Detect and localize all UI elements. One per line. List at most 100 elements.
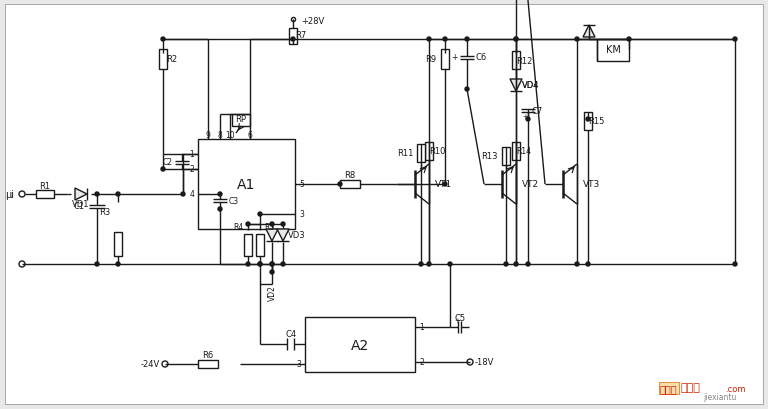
Circle shape xyxy=(270,222,274,227)
Polygon shape xyxy=(75,189,87,200)
Text: C2: C2 xyxy=(163,158,173,167)
Circle shape xyxy=(270,262,274,266)
Text: 接线图: 接线图 xyxy=(680,382,700,392)
Circle shape xyxy=(258,262,262,266)
Bar xyxy=(36,191,54,198)
Text: C6: C6 xyxy=(476,53,487,62)
Circle shape xyxy=(116,262,120,266)
Circle shape xyxy=(95,262,99,266)
Text: 10: 10 xyxy=(225,131,235,140)
Text: -18V: -18V xyxy=(475,357,495,366)
Text: .com: .com xyxy=(725,384,745,393)
Text: R9: R9 xyxy=(425,55,436,64)
Circle shape xyxy=(338,182,342,187)
Text: R3: R3 xyxy=(99,208,110,217)
Circle shape xyxy=(161,38,165,42)
Polygon shape xyxy=(277,229,289,241)
Text: 3: 3 xyxy=(299,210,304,219)
Polygon shape xyxy=(510,80,522,92)
Text: RP: RP xyxy=(236,115,247,124)
Text: 1: 1 xyxy=(419,323,424,332)
Circle shape xyxy=(514,38,518,42)
Text: A1: A1 xyxy=(237,178,255,191)
Circle shape xyxy=(443,38,447,42)
Text: R8: R8 xyxy=(344,171,356,180)
Circle shape xyxy=(575,262,579,266)
Text: 3: 3 xyxy=(296,360,301,369)
Text: VD4: VD4 xyxy=(522,81,539,90)
Circle shape xyxy=(733,38,737,42)
Bar xyxy=(305,317,415,372)
Text: R5: R5 xyxy=(264,223,274,232)
Text: μi: μi xyxy=(5,189,14,200)
Circle shape xyxy=(281,262,285,266)
Text: R12: R12 xyxy=(516,57,532,66)
Bar xyxy=(584,113,592,131)
Circle shape xyxy=(181,193,185,196)
Text: C5: C5 xyxy=(455,314,465,323)
Bar xyxy=(232,115,250,127)
Bar xyxy=(441,50,449,70)
Circle shape xyxy=(161,168,165,172)
Text: 6: 6 xyxy=(247,131,253,140)
Circle shape xyxy=(270,262,274,266)
Text: R15: R15 xyxy=(588,117,604,126)
Text: jiexiantu: jiexiantu xyxy=(703,393,737,402)
Text: 8: 8 xyxy=(217,131,223,140)
Text: +: + xyxy=(454,317,460,323)
Bar xyxy=(198,139,295,229)
Bar xyxy=(256,234,264,256)
Polygon shape xyxy=(583,26,595,38)
Bar xyxy=(597,40,629,62)
Bar xyxy=(289,29,297,45)
Circle shape xyxy=(586,262,590,266)
Circle shape xyxy=(95,193,99,196)
Bar xyxy=(512,143,520,161)
Circle shape xyxy=(504,262,508,266)
Circle shape xyxy=(281,222,285,227)
Circle shape xyxy=(246,222,250,227)
Circle shape xyxy=(586,118,590,122)
Circle shape xyxy=(575,38,579,42)
Circle shape xyxy=(218,207,222,211)
Text: -24V: -24V xyxy=(141,360,160,369)
Text: A2: A2 xyxy=(351,338,369,352)
Circle shape xyxy=(443,182,447,187)
Text: 1: 1 xyxy=(189,150,194,159)
Circle shape xyxy=(291,38,295,42)
Text: R2: R2 xyxy=(167,55,177,64)
Text: C7: C7 xyxy=(531,107,543,116)
Bar xyxy=(198,360,218,368)
Text: 4: 4 xyxy=(189,190,194,199)
Circle shape xyxy=(427,262,431,266)
Bar xyxy=(417,145,425,163)
Bar xyxy=(425,143,433,161)
Circle shape xyxy=(514,38,518,42)
Circle shape xyxy=(526,118,530,122)
Text: KM: KM xyxy=(605,45,621,55)
Circle shape xyxy=(526,262,530,266)
Text: +28V: +28V xyxy=(301,18,324,27)
Text: +: + xyxy=(522,114,528,120)
Bar xyxy=(114,232,122,256)
Text: R6: R6 xyxy=(203,351,214,360)
Text: 2: 2 xyxy=(419,357,424,366)
Text: +: + xyxy=(452,53,458,62)
Bar xyxy=(159,50,167,70)
Text: R10: R10 xyxy=(429,147,445,156)
Bar xyxy=(244,234,252,256)
Text: 2: 2 xyxy=(189,165,194,174)
Text: VT2: VT2 xyxy=(522,180,539,189)
Text: C3: C3 xyxy=(229,197,239,206)
Text: R4: R4 xyxy=(233,223,244,232)
Text: R14: R14 xyxy=(517,147,531,156)
Text: VD2: VD2 xyxy=(267,284,276,300)
Bar xyxy=(512,52,520,70)
Text: VD3: VD3 xyxy=(288,231,306,240)
Circle shape xyxy=(733,262,737,266)
Circle shape xyxy=(258,262,262,266)
Text: VD4: VD4 xyxy=(522,81,539,90)
Text: R13: R13 xyxy=(482,152,498,161)
Text: R11: R11 xyxy=(396,149,413,158)
Text: R7: R7 xyxy=(296,30,306,39)
